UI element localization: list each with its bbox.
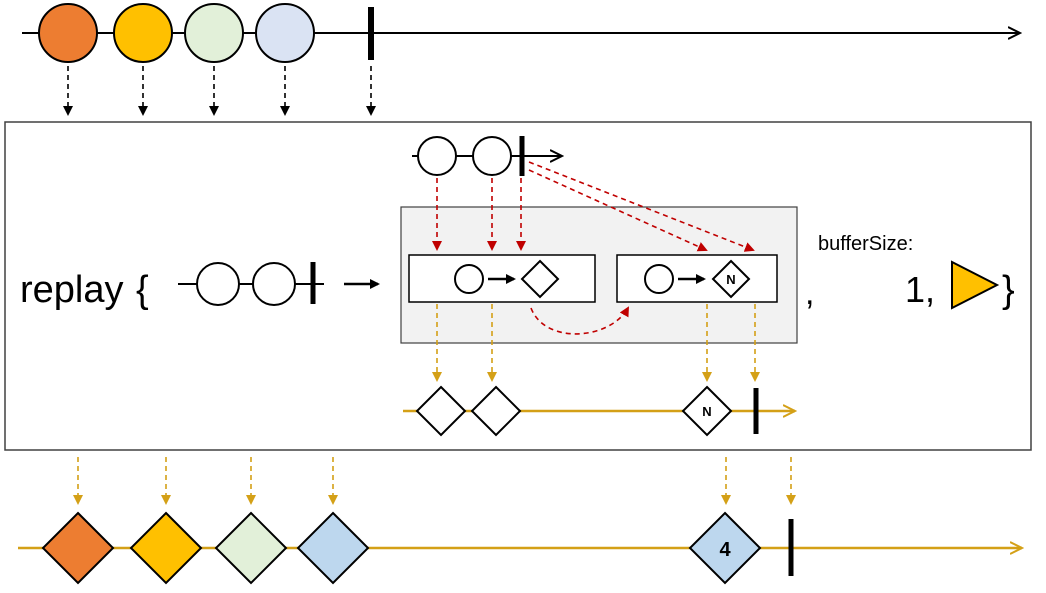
- inner-output-diamond-1: [415, 385, 467, 437]
- output-diamond-labeled: [688, 511, 762, 585]
- operator-close-brace: }: [1002, 269, 1015, 311]
- function-box-1-circle: [454, 264, 484, 294]
- inner-output-diamond-n-label: N: [702, 404, 711, 419]
- operator-to-output-arrows: [73, 457, 796, 505]
- source-marble-yellow: [113, 3, 173, 63]
- inner-function-box-2: N: [616, 254, 778, 303]
- inner-gold-arrows: [432, 304, 760, 382]
- source-timeline: [22, 3, 1020, 63]
- output-diamond-blue: [296, 511, 370, 585]
- source-marble-green: [184, 3, 244, 63]
- inner-function-box-1: [408, 254, 596, 303]
- source-to-operator-arrows: [63, 66, 376, 116]
- operator-open-brace: {: [136, 269, 149, 311]
- output-diamond-yellow: [129, 511, 203, 585]
- operator-input-marble-2: [252, 262, 296, 306]
- function-box-2-diamond-label: N: [726, 272, 735, 287]
- param-value: 1,: [905, 269, 935, 310]
- inner-source-marble-1: [417, 136, 457, 176]
- source-marble-blue: [255, 3, 315, 63]
- inner-output-diamond-n: [681, 385, 733, 437]
- inner-source-stream: [412, 136, 562, 176]
- function-box-2-diamond: [711, 259, 751, 299]
- source-marble-orange: [38, 3, 98, 63]
- output-diamond-green: [214, 511, 288, 585]
- param-label: bufferSize:: [818, 233, 913, 255]
- inner-source-marble-2: [472, 136, 512, 176]
- scheduler-triangle-icon: [951, 260, 1000, 310]
- function-box-1-diamond: [520, 259, 560, 299]
- red-arrow-5: [528, 161, 755, 252]
- output-timeline: 4: [18, 511, 1022, 585]
- operator-input-marble-1: [196, 262, 240, 306]
- output-diamond-orange: [41, 511, 115, 585]
- operator-name: replay: [20, 269, 124, 311]
- red-curved-arrow: [530, 306, 629, 335]
- output-diamond-labeled-text: 4: [719, 539, 731, 561]
- function-box-2-circle: [644, 264, 674, 294]
- operator-comma: ,: [805, 274, 814, 312]
- inner-output-diamond-2: [470, 385, 522, 437]
- inner-output-stream: N: [403, 385, 795, 437]
- red-subscription-arrows: [432, 161, 755, 335]
- operator-input-stream: [178, 262, 380, 306]
